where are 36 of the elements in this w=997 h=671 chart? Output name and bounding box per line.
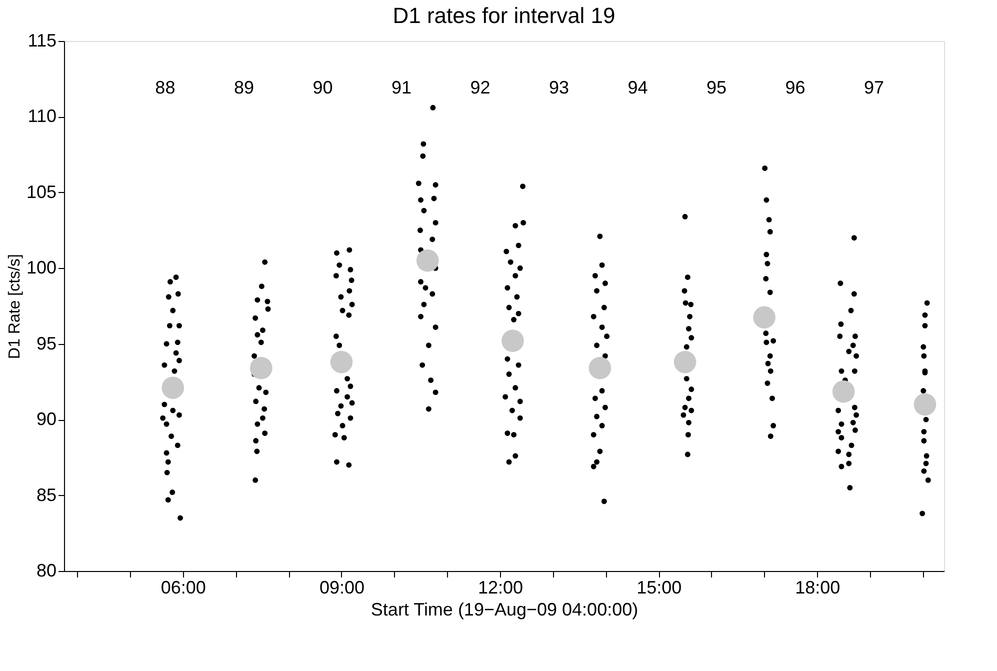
x-tick-label: 09:00: [319, 578, 364, 598]
annotation: 93: [548, 78, 570, 98]
annotation: 88: [155, 78, 176, 98]
point: [162, 376, 184, 399]
annotation: 92: [470, 78, 490, 98]
point: [588, 356, 612, 380]
point: [250, 356, 272, 380]
y-tick-label: 100: [26, 258, 56, 278]
point: [914, 393, 936, 416]
point: [674, 350, 696, 374]
annotation: 94: [628, 78, 648, 98]
x-tick-label: 18:00: [795, 578, 840, 598]
x-tick-label: 06:00: [160, 578, 206, 598]
x-axis-title: Start Time (19−Aug−09 04:00:00): [370, 600, 638, 620]
annotation: 89: [234, 78, 254, 98]
y-axis-title: D1 Rate [cts/s]: [6, 254, 24, 359]
x-tick-label: 15:00: [636, 578, 682, 598]
point: [330, 350, 353, 374]
y-tick-label: 95: [36, 333, 56, 354]
y-tick-label: 115: [28, 30, 56, 50]
point: [832, 380, 855, 403]
y-tick-label: 105: [26, 182, 56, 202]
y-tick-label: 90: [36, 409, 56, 430]
annotation: 96: [785, 78, 806, 98]
annotation: 91: [391, 78, 412, 98]
annotation: 97: [864, 78, 884, 98]
y-tick-label: 80: [36, 560, 56, 580]
point: [502, 330, 524, 352]
point: [753, 306, 776, 329]
annotation: 90: [312, 78, 333, 98]
y-tick-label: 110: [28, 106, 56, 126]
point: [416, 249, 439, 272]
chart-title: D1 rates for interval 19: [392, 3, 616, 28]
x-tick-label: 12:00: [478, 578, 524, 598]
y-tick-label: 85: [36, 484, 56, 505]
annotation: 95: [706, 78, 727, 98]
